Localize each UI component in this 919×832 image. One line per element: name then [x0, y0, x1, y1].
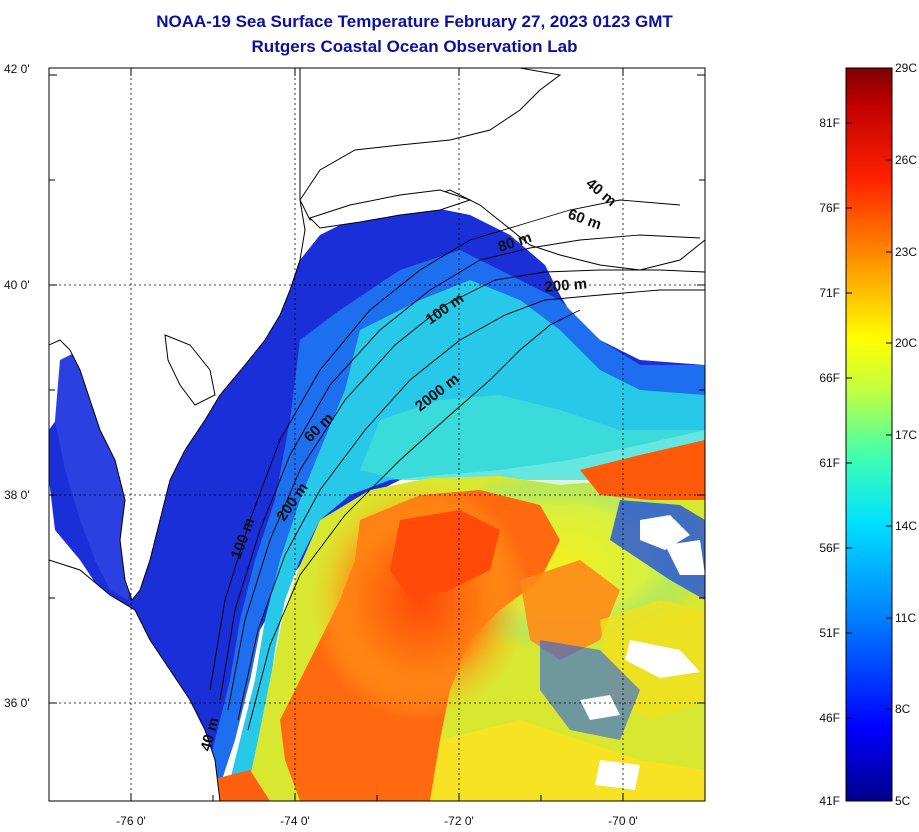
- ticks: [49, 68, 705, 801]
- svg-text:23C: 23C: [895, 245, 917, 259]
- svg-text:11C: 11C: [895, 611, 916, 625]
- colorbar: [845, 67, 893, 802]
- cyan-water: [225, 280, 705, 801]
- graticule: [49, 68, 705, 801]
- svg-text:14C: 14C: [895, 519, 917, 533]
- svg-text:26C: 26C: [895, 153, 917, 167]
- colorbar-celsius-labels: 29C 26C 23C 20C 17C 14C 11C 8C 5C: [895, 61, 917, 808]
- svg-text:41F: 41F: [819, 794, 840, 808]
- svg-text:81F: 81F: [819, 116, 840, 130]
- lat-label-38: 38 0': [4, 488, 30, 502]
- svg-text:61F: 61F: [819, 456, 840, 470]
- svg-text:71F: 71F: [819, 286, 840, 300]
- contour-label: 200 m: [544, 275, 588, 296]
- lon-label-72: -72 0': [444, 814, 474, 828]
- svg-text:76F: 76F: [819, 201, 840, 215]
- lon-label-76: -76 0': [116, 814, 146, 828]
- lon-label-70: -70 0': [608, 814, 638, 828]
- colorbar-ticks: [846, 122, 892, 719]
- land-virginia: [49, 559, 221, 801]
- lat-label-40: 40 0': [4, 278, 30, 292]
- lon-label-74: -74 0': [280, 814, 310, 828]
- colorbar-fahrenheit-labels: 81F 76F 71F 66F 61F 56F 51F 46F 41F: [819, 116, 840, 808]
- sst-imagery: [49, 68, 705, 801]
- lat-label-42: 42 0': [4, 62, 30, 76]
- svg-text:29C: 29C: [895, 61, 917, 75]
- svg-text:8C: 8C: [895, 702, 911, 716]
- bathymetry-contours: [209, 199, 705, 731]
- map-title: NOAA-19 Sea Surface Temperature February…: [156, 12, 673, 31]
- svg-text:17C: 17C: [895, 428, 917, 442]
- svg-text:56F: 56F: [819, 541, 840, 555]
- svg-text:5C: 5C: [895, 794, 911, 808]
- land-delaware-bay: [164, 334, 216, 406]
- map-subtitle: Rutgers Coastal Ocean Observation Lab: [251, 37, 578, 56]
- svg-text:51F: 51F: [819, 626, 840, 640]
- svg-text:46F: 46F: [819, 711, 840, 725]
- lat-label-36: 36 0': [4, 696, 30, 710]
- land-long-island: [309, 189, 472, 229]
- svg-text:20C: 20C: [895, 336, 917, 350]
- svg-text:66F: 66F: [819, 371, 840, 385]
